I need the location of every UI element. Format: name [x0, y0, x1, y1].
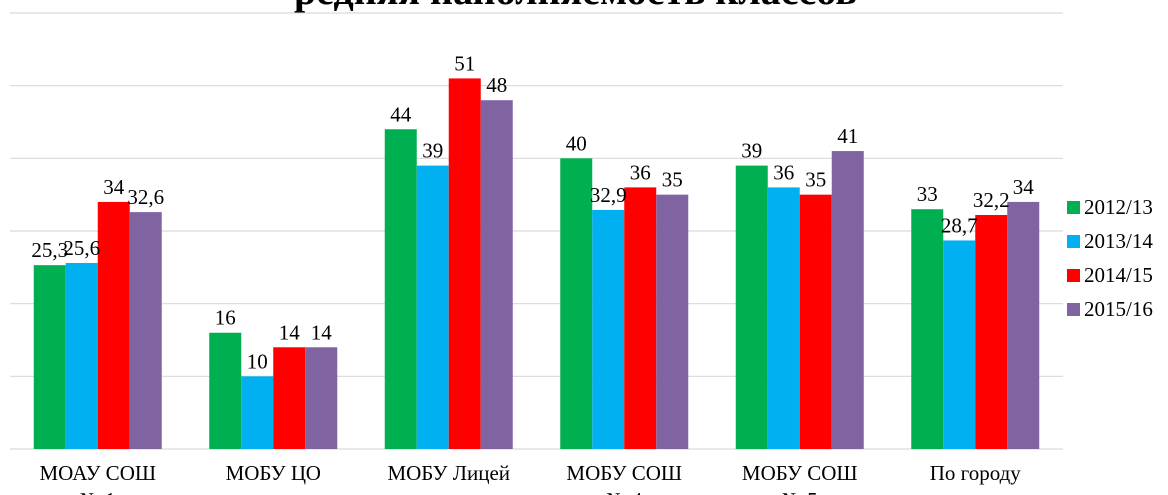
data-label: 25,6 [63, 236, 100, 260]
category-label: МОБУ ЦО [226, 461, 321, 485]
bar [305, 347, 338, 449]
bar [33, 265, 66, 449]
category-label: МОБУ СОШ [742, 461, 858, 485]
data-label: 32,6 [127, 185, 164, 209]
category-label: МОБУ СОШ [566, 461, 682, 485]
bar [911, 209, 944, 449]
bar [831, 151, 864, 450]
bar [560, 158, 593, 450]
legend: 2012/13 2013/14 2014/15 2015/16 [1067, 195, 1153, 321]
data-label: 25,3 [31, 238, 68, 262]
bar [767, 187, 800, 449]
data-label: 32,2 [973, 188, 1010, 212]
bar [735, 165, 768, 449]
category-label: МОБУ Лицей [387, 461, 510, 485]
data-label: 14 [311, 320, 333, 344]
bar [448, 78, 481, 450]
data-label: 40 [566, 131, 587, 155]
data-label: 10 [247, 349, 268, 373]
data-label: 33 [917, 182, 938, 206]
legend-label: 2015/16 [1084, 297, 1153, 321]
bar [129, 212, 162, 449]
x-axis: МОАУ СОШ № 1 МОБУ ЦО МОБУ Лицей МОБУ СОШ № 4 М… [39, 461, 1021, 495]
category-label: № 5 [782, 488, 818, 495]
data-label: 41 [837, 124, 858, 148]
bars [33, 78, 1040, 450]
data-label: 35 [662, 168, 683, 192]
data-label: 28,7 [941, 213, 978, 237]
data-label: 32,9 [590, 183, 627, 207]
legend-label: 2013/14 [1084, 229, 1153, 253]
bar [273, 347, 306, 449]
data-label: 34 [1013, 175, 1035, 199]
legend-swatch [1067, 303, 1080, 316]
legend-swatch [1067, 201, 1080, 214]
category-label: МОАУ СОШ [39, 461, 156, 485]
gridlines [10, 12, 1063, 450]
bar [656, 194, 689, 449]
category-label: По городу [930, 461, 1022, 485]
chart-title-fragment: редняя наполняемость классов [294, 0, 857, 13]
bar [1007, 201, 1040, 449]
bar [943, 240, 976, 449]
bar [241, 376, 274, 449]
bar [624, 187, 657, 449]
category-label: № 4 [606, 488, 642, 495]
bar [480, 100, 513, 449]
bar [384, 129, 417, 449]
bar [592, 209, 625, 449]
data-label: 48 [486, 73, 507, 97]
data-label: 51 [454, 51, 475, 75]
legend-swatch [1067, 235, 1080, 248]
data-label: 39 [741, 139, 762, 163]
legend-label: 2012/13 [1084, 195, 1153, 219]
category-label: № 1 [80, 488, 116, 495]
data-label: 35 [805, 168, 826, 192]
bar [65, 262, 98, 449]
bar [416, 165, 449, 449]
legend-swatch [1067, 269, 1080, 282]
data-label: 34 [103, 175, 125, 199]
data-label: 36 [630, 160, 651, 184]
data-label: 39 [422, 139, 443, 163]
data-label: 36 [773, 160, 794, 184]
bar [209, 332, 242, 449]
data-label: 16 [215, 306, 236, 330]
bar [975, 215, 1008, 449]
legend-label: 2014/15 [1084, 263, 1153, 287]
bar [97, 201, 130, 449]
data-label: 14 [279, 320, 301, 344]
bar [799, 194, 832, 449]
data-label: 44 [390, 102, 412, 126]
